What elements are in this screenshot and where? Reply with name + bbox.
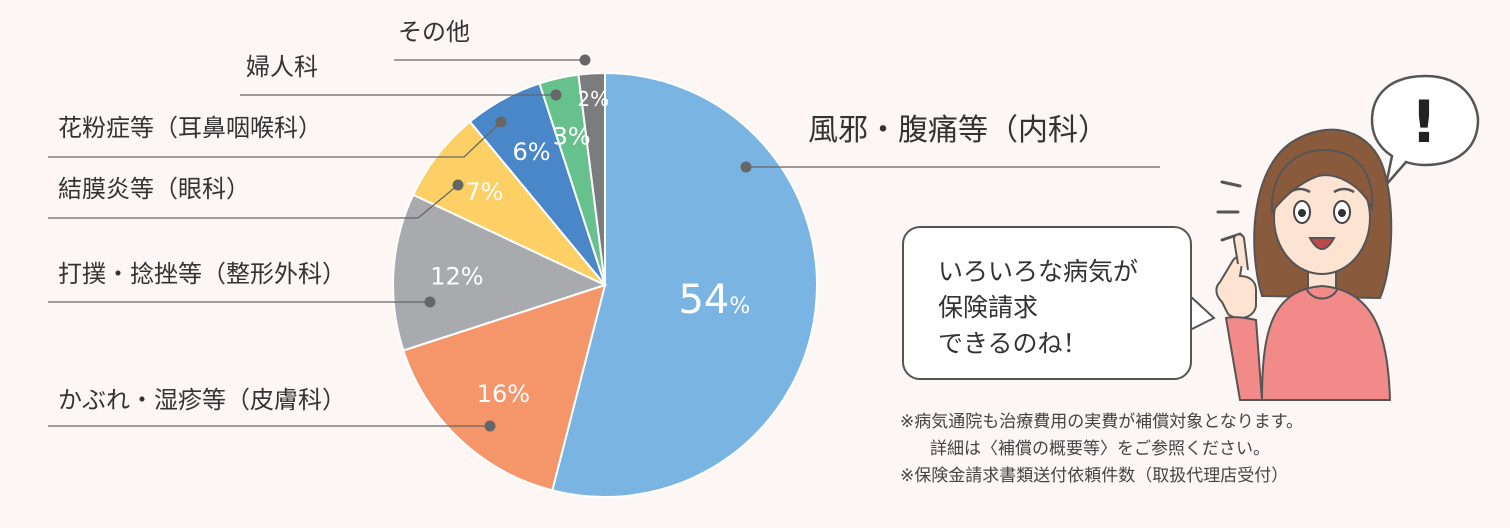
speech-line-3: できるのね！ [938,329,1088,358]
pie-slice [402,283,607,492]
slice-labels: 54%風邪・腹痛等（内科）16%かぶれ・湿疹等（皮膚科）12%打撲・捻挫等（整形… [58,18,1108,414]
leader-dot [495,116,507,128]
slice-value-label: 7% [465,178,503,206]
leader-lines [48,54,1160,432]
slice-category-label: その他 [398,18,470,46]
leader-dot [740,161,752,173]
leader-dot [484,420,496,432]
slice-value-label: 3% [553,123,591,151]
pie-slice [392,193,608,352]
slice-value-label: 16% [477,380,530,408]
slice-category-label: 花粉症等（耳鼻咽喉科） [58,114,322,142]
slice-category-label: 風邪・腹痛等（内科） [808,113,1108,148]
footnote-1: ※病気通院も治療費用の実費が補償対象となります。 [900,412,1304,432]
slice-value-label: 6% [512,138,550,166]
pie-slice [551,71,818,498]
speech-line-2: 保険請求 [938,293,1039,322]
slice-category-label: 婦人科 [246,53,318,81]
speech-bubble: いろいろな病気が 保険請求 できるのね！ [902,226,1192,380]
speech-line-1: いろいろな病気が [938,257,1139,286]
slice-value-label: 2% [577,87,609,111]
exclamation-mark: ! [1411,88,1437,156]
slice-value-unit: % [729,294,750,319]
leader-dot [550,89,562,101]
leader-dot [579,54,591,66]
slice-category-label: 結膜炎等（眼科） [58,175,250,203]
slice-value-label: 12% [430,262,483,290]
leader-line [48,184,459,219]
footnotes: ※病気通院も治療費用の実費が補償対象となります。 詳細は〈補償の概要等〉をご参照… [900,409,1303,490]
pie-slices [392,71,818,498]
leader-line [48,121,502,158]
leader-dot [452,179,464,191]
leader-dot [424,296,436,308]
exclamation-bubble: ! [1370,74,1480,190]
pie-slice [577,71,606,286]
footnote-2: 詳細は〈補償の概要等〉をご参照ください。 [930,439,1270,459]
woman-illustration [1215,128,1393,401]
slice-category-label: 打撲・捻挫等（整形外科） [58,260,346,288]
footnote-3: ※保険金請求書類送付依頼件数（取扱代理店受付） [900,466,1289,486]
slice-category-label: かぶれ・湿疹等（皮膚科） [58,386,346,414]
speech-bubble-tail [1189,295,1216,331]
